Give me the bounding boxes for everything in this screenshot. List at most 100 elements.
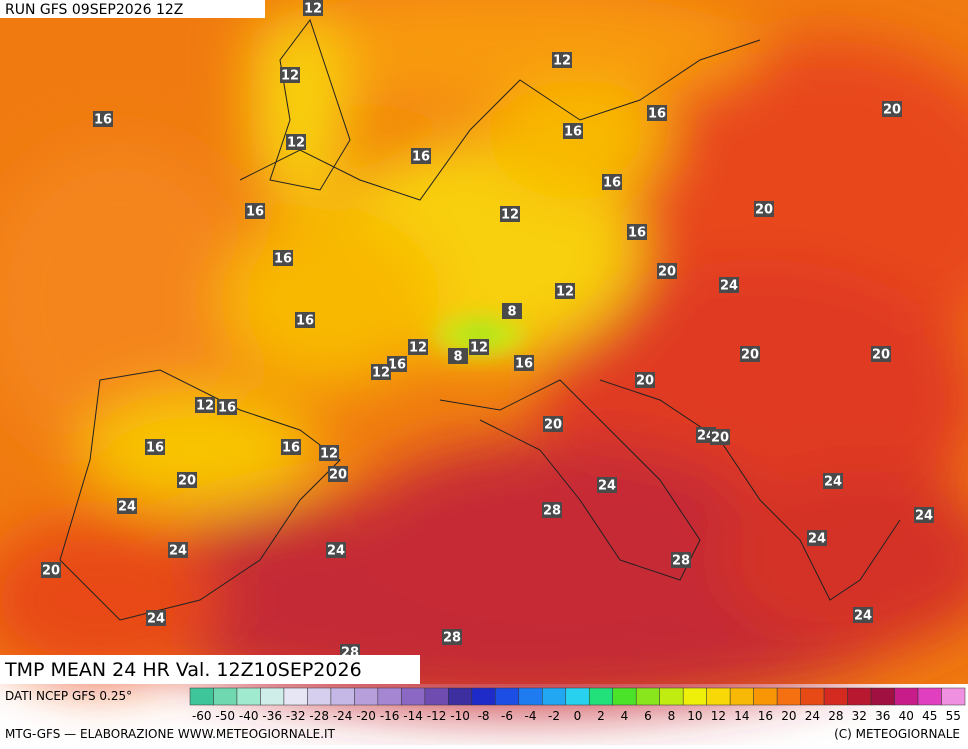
colorbar-tick-label: -20	[356, 709, 376, 723]
colorbar-tick-label: 24	[805, 709, 820, 723]
colorbar-swatch	[776, 687, 801, 706]
temperature-label: 12	[320, 447, 338, 462]
colorbar-swatch	[542, 687, 567, 706]
colorbar-tick-label: -8	[478, 709, 490, 723]
colorbar-swatch	[377, 687, 402, 706]
label-box	[602, 174, 622, 190]
label-box	[500, 206, 520, 222]
temperature-label: 20	[883, 103, 901, 118]
colorbar-swatch	[565, 687, 590, 706]
colorbar-tick-label: 20	[781, 709, 796, 723]
temperature-label: 20	[872, 348, 890, 363]
colorbar-tick-label: -24	[333, 709, 353, 723]
label-box	[411, 148, 431, 164]
temperature-label: 12	[287, 136, 305, 151]
colorbar-swatch	[682, 687, 707, 706]
colorbar-tick-label: -28	[309, 709, 329, 723]
temperature-label: 12	[196, 399, 214, 414]
colorbar-tick-label: 14	[734, 709, 749, 723]
colorbar-tick-label: -14	[403, 709, 423, 723]
label-box	[469, 339, 489, 355]
label-box	[502, 303, 522, 319]
label-box	[295, 312, 315, 328]
temperature-label: 20	[544, 418, 562, 433]
colorbar-tick-label: -16	[380, 709, 400, 723]
colorbar-tick-label: -4	[525, 709, 537, 723]
temperature-label: 12	[553, 54, 571, 69]
temperature-label: 20	[658, 265, 676, 280]
label-box	[328, 466, 348, 482]
temperature-label: 16	[603, 176, 621, 191]
label-box	[807, 530, 827, 546]
colorbar-swatch	[354, 687, 379, 706]
temperature-label: 20	[178, 474, 196, 489]
temperature-label: 16	[274, 252, 292, 267]
colorbar-tick-label: -12	[427, 709, 447, 723]
label-box	[371, 364, 391, 380]
temperature-label: 20	[711, 431, 729, 446]
temperature-label: 24	[915, 509, 933, 524]
label-box	[319, 445, 339, 461]
temperature-label: 16	[94, 113, 112, 128]
label-box	[117, 498, 137, 514]
label-box	[914, 507, 934, 523]
colorbar-tick-label: -32	[286, 709, 306, 723]
label-box	[543, 416, 563, 432]
label-box	[168, 542, 188, 558]
temperature-field	[0, 0, 968, 710]
label-box	[286, 134, 306, 150]
label-box	[281, 439, 301, 455]
colorbar-tick-label: 28	[828, 709, 843, 723]
colorbar-swatch	[870, 687, 895, 706]
temperature-label: 16	[246, 205, 264, 220]
temperature-label: 24	[824, 475, 842, 490]
temperature-label: 24	[327, 544, 345, 559]
label-box	[195, 397, 215, 413]
label-box	[145, 439, 165, 455]
temperature-label: 24	[720, 279, 738, 294]
label-box	[740, 346, 760, 362]
label-box	[882, 101, 902, 117]
colorbar-tick-label: 4	[621, 709, 629, 723]
temperature-label: 20	[741, 348, 759, 363]
label-box	[563, 123, 583, 139]
colorbar-tick-label: -50	[215, 709, 235, 723]
label-box	[853, 607, 873, 623]
colorbar-swatch	[213, 687, 238, 706]
colorbar-tick-label: 36	[875, 709, 890, 723]
label-box	[245, 203, 265, 219]
colorbar-tick-label: 32	[852, 709, 867, 723]
colorbar-swatch	[307, 687, 332, 706]
temperature-label: 16	[296, 314, 314, 329]
temperature-label: 24	[808, 532, 826, 547]
source-text: DATI NCEP GFS 0.25°	[5, 689, 132, 703]
label-box	[303, 0, 323, 16]
colorbar-swatch	[753, 687, 778, 706]
colorbar-swatch	[424, 687, 449, 706]
label-box	[177, 472, 197, 488]
label-box	[41, 562, 61, 578]
temperature-label: 24	[147, 612, 165, 627]
temperature-label: 24	[169, 544, 187, 559]
colorbar-tick-label: 2	[597, 709, 605, 723]
temperature-label: 16	[564, 125, 582, 140]
temperature-label: 16	[515, 357, 533, 372]
temperature-label: 24	[118, 500, 136, 515]
temperature-label: 12	[556, 285, 574, 300]
temperature-label: 28	[543, 504, 561, 519]
colorbar-tick-label: 45	[922, 709, 937, 723]
label-box	[555, 283, 575, 299]
run-label: RUN GFS 09SEP2026 12Z	[5, 2, 183, 18]
colorbar-swatch	[401, 687, 426, 706]
temperature-label: 12	[304, 2, 322, 17]
temperature-label: 16	[412, 150, 430, 165]
colorbar-swatch	[659, 687, 684, 706]
temperature-label: 16	[282, 441, 300, 456]
copyright-text: (C) METEOGIORNALE	[834, 727, 960, 741]
temperature-label: 16	[628, 226, 646, 241]
label-box	[871, 346, 891, 362]
temperature-label: 24	[598, 479, 616, 494]
colorbar-swatch	[448, 687, 473, 706]
